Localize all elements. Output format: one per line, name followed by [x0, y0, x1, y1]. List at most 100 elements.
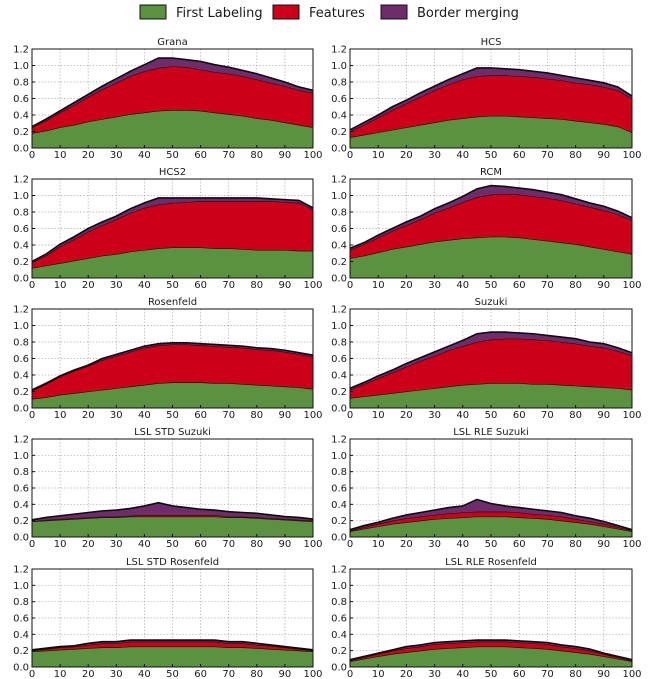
- x-tick-label: 90: [597, 539, 610, 550]
- panel-title: LSL RLE Rosenfeld: [445, 557, 537, 568]
- area-first-labeling: [350, 115, 632, 148]
- x-tick-label: 100: [622, 669, 641, 679]
- y-tick-label: 0.2: [13, 646, 29, 657]
- y-tick-label: 1.0: [13, 61, 29, 72]
- x-tick-label: 100: [622, 280, 641, 291]
- x-tick-label: 90: [279, 410, 292, 421]
- y-tick-label: 1.2: [331, 435, 347, 446]
- y-tick-label: 0.4: [13, 111, 29, 122]
- y-tick-label: 0.2: [13, 127, 29, 138]
- y-tick-label: 1.2: [13, 565, 29, 576]
- y-tick-label: 0.0: [331, 663, 347, 674]
- panel-title: RCM: [480, 167, 502, 178]
- panel-rosenfeld: 0.0 0.2 0.4 0.6 0.8 1.0 1.2 0 10 20 30 40 50 60 70 80 90…: [13, 297, 322, 421]
- y-tick-label: 0.4: [13, 371, 29, 382]
- x-tick-label: 60: [194, 410, 207, 421]
- x-tick-label: 100: [622, 150, 641, 161]
- x-tick-label: 100: [622, 539, 641, 550]
- panel-suzuki: 0.0 0.2 0.4 0.6 0.8 1.0 1.2 0 10 20 30 40 50 60 70 80 90…: [331, 297, 641, 421]
- y-tick-label: 1.2: [13, 175, 29, 186]
- x-tick-label: 70: [541, 280, 554, 291]
- x-tick-label: 90: [279, 280, 292, 291]
- x-tick-label: 50: [166, 539, 179, 550]
- x-tick-label: 60: [194, 280, 207, 291]
- x-tick-label: 10: [54, 280, 67, 291]
- y-tick-label: 0.6: [331, 354, 347, 365]
- x-tick-label: 40: [456, 669, 469, 679]
- x-tick-label: 20: [82, 669, 95, 679]
- y-tick-label: 1.0: [331, 61, 347, 72]
- x-tick-label: 100: [303, 669, 322, 679]
- area-features: [32, 201, 313, 269]
- x-tick-label: 70: [541, 150, 554, 161]
- y-tick-label: 0.8: [331, 467, 347, 478]
- x-tick-label: 40: [456, 150, 469, 161]
- y-tick-label: 1.2: [331, 175, 347, 186]
- x-tick-label: 50: [485, 669, 498, 679]
- x-tick-label: 20: [400, 280, 413, 291]
- x-tick-label: 0: [29, 280, 35, 291]
- y-tick-label: 0.6: [13, 94, 29, 105]
- x-tick-label: 30: [428, 539, 441, 550]
- x-tick-label: 70: [222, 410, 235, 421]
- area-border-merging: [32, 58, 313, 128]
- legend-item-border-merging: Border merging: [380, 4, 519, 21]
- y-tick-label: 1.0: [13, 451, 29, 462]
- area-features: [350, 338, 632, 399]
- x-tick-label: 30: [428, 280, 441, 291]
- x-tick-label: 80: [250, 669, 263, 679]
- legend-swatch-border-merging: [380, 4, 408, 20]
- y-tick-label: 0.8: [13, 208, 29, 219]
- panel-lsl-rle-suzuki: 0.0 0.2 0.4 0.6 0.8 1.0 1.2 0 10 20 30 40 50 60 70 80 90…: [331, 427, 641, 550]
- panel-lsl-std-suzuki: 0.0 0.2 0.4 0.6 0.8 1.0 1.2 0 10 20 30 40 50 60 70 80 90…: [13, 427, 322, 550]
- x-tick-label: 60: [513, 539, 526, 550]
- y-tick-label: 0.4: [13, 500, 29, 511]
- series-line-border-merging: [349, 67, 633, 131]
- x-tick-label: 70: [541, 669, 554, 679]
- panel-title: LSL RLE Suzuki: [453, 427, 529, 438]
- y-tick-label: 1.2: [331, 565, 347, 576]
- y-tick-label: 0.0: [13, 274, 29, 285]
- y-tick-label: 0.0: [13, 404, 29, 415]
- panel-lsl-std-rosenfeld: 0.0 0.2 0.4 0.6 0.8 1.0 1.2 0 10 20 30 40 50 60 70 80 90…: [13, 557, 322, 679]
- y-tick-label: 1.0: [331, 581, 347, 592]
- x-tick-label: 60: [513, 150, 526, 161]
- area-first-labeling: [32, 247, 313, 278]
- y-tick-label: 1.2: [331, 305, 347, 316]
- panel-title: HCS2: [159, 167, 186, 178]
- y-tick-label: 0.2: [13, 516, 29, 527]
- series-line-border-merging: [31, 197, 314, 263]
- legend-label-features: Features: [309, 6, 365, 21]
- series-line-border-merging: [349, 639, 633, 661]
- x-tick-label: 60: [513, 669, 526, 679]
- x-tick-label: 10: [54, 539, 67, 550]
- y-tick-label: 0.8: [13, 78, 29, 89]
- x-tick-label: 90: [597, 669, 610, 679]
- series-line-border-merging: [31, 501, 314, 521]
- y-tick-label: 0.4: [331, 371, 347, 382]
- x-tick-label: 70: [222, 669, 235, 679]
- y-tick-label: 0.6: [331, 94, 347, 105]
- x-tick-label: 0: [29, 539, 35, 550]
- x-tick-label: 10: [54, 410, 67, 421]
- x-tick-label: 0: [29, 410, 35, 421]
- series-line-border-merging: [31, 57, 314, 128]
- x-tick-label: 90: [597, 280, 610, 291]
- x-tick-label: 50: [166, 150, 179, 161]
- legend-item-first-labeling: First Labeling: [139, 4, 263, 21]
- area-features: [350, 193, 632, 259]
- x-tick-label: 0: [347, 150, 353, 161]
- x-tick-label: 60: [194, 669, 207, 679]
- y-tick-label: 0.2: [331, 257, 347, 268]
- y-tick-label: 0.2: [331, 646, 347, 657]
- x-tick-label: 30: [110, 669, 123, 679]
- panel-grana: 0.0 0.2 0.4 0.6 0.8 1.0 1.2 0 10 20 30 40 50 60 70 80 90…: [13, 37, 322, 161]
- x-tick-label: 70: [541, 410, 554, 421]
- area-first-labeling: [350, 646, 632, 667]
- y-tick-label: 0.0: [13, 533, 29, 544]
- x-tick-label: 30: [110, 410, 123, 421]
- x-tick-label: 20: [82, 539, 95, 550]
- panel-title: Suzuki: [475, 297, 508, 308]
- x-tick-label: 10: [372, 150, 385, 161]
